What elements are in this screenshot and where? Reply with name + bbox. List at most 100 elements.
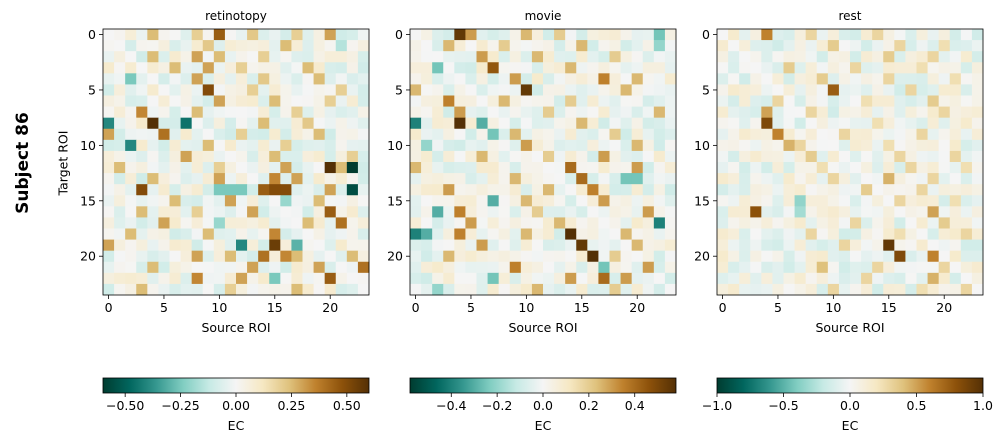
heatmap-cell xyxy=(291,250,303,263)
heatmap-cell xyxy=(180,62,193,74)
heatmap-cell xyxy=(158,173,170,185)
heatmap-cell xyxy=(302,195,314,207)
heatmap-cell xyxy=(465,128,477,141)
heatmap-cell xyxy=(631,184,644,196)
heatmap-cell xyxy=(509,73,522,85)
heatmap-cell xyxy=(103,29,115,41)
heatmap-cell xyxy=(783,139,795,152)
heatmap-cell xyxy=(598,40,610,52)
heatmap-cell xyxy=(465,184,477,196)
heatmap-cell xyxy=(180,128,193,141)
heatmap-cell xyxy=(169,239,181,252)
heatmap-cell xyxy=(543,239,555,252)
heatmap-cell xyxy=(850,162,862,174)
heatmap-cell xyxy=(147,195,159,207)
heatmap-cell xyxy=(794,206,807,218)
heatmap-cell xyxy=(938,84,951,96)
heatmap-cell xyxy=(125,62,137,74)
heatmap-cell xyxy=(158,117,170,130)
heatmap-cell xyxy=(258,29,270,41)
heatmap-cell xyxy=(642,117,655,130)
heatmap-cell xyxy=(576,150,588,163)
heatmap-cell xyxy=(476,206,488,218)
heatmap-cell xyxy=(783,250,795,263)
heatmap-cell xyxy=(335,162,348,174)
heatmap-cell xyxy=(180,195,193,207)
heatmap-cell xyxy=(357,173,370,185)
heatmap-cell xyxy=(894,184,906,196)
heatmap-cell xyxy=(509,272,522,285)
heatmap-cell xyxy=(520,51,533,63)
heatmap-cell xyxy=(520,40,533,52)
heatmap-cell xyxy=(960,95,973,107)
heatmap-cell xyxy=(136,162,148,174)
heatmap-cell xyxy=(269,95,281,107)
heatmap-cell xyxy=(509,128,522,141)
heatmap-cell xyxy=(543,283,555,296)
heatmap-cell xyxy=(576,184,588,196)
heatmap-cell xyxy=(465,51,477,63)
heatmap-cell xyxy=(509,29,522,41)
heatmap-cell xyxy=(772,73,784,85)
heatmap-cell xyxy=(487,62,500,74)
heatmap-cell xyxy=(949,150,962,163)
heatmap-cell xyxy=(280,73,292,85)
heatmap-cell xyxy=(191,239,204,252)
heatmap-cell xyxy=(498,40,511,52)
heatmap-cell xyxy=(520,117,533,130)
heatmap-cell xyxy=(258,128,270,141)
heatmap-cell xyxy=(653,51,666,63)
heatmap-cell xyxy=(960,228,973,240)
heatmap-cell xyxy=(202,40,215,52)
heatmap-cell xyxy=(114,29,126,41)
heatmap-cell xyxy=(894,95,906,107)
heatmap-cell xyxy=(465,283,477,296)
heatmap-cell xyxy=(158,150,170,163)
heatmap-cell xyxy=(664,139,677,152)
heatmap-cell xyxy=(280,217,292,229)
heatmap-cell xyxy=(357,51,370,63)
heatmap-cell xyxy=(631,150,644,163)
heatmap-cell xyxy=(783,117,795,130)
heatmap-cell xyxy=(739,128,751,141)
heatmap-cell xyxy=(838,239,851,252)
heatmap-cell xyxy=(346,117,359,130)
heatmap-cell xyxy=(125,139,137,152)
heatmap-cell xyxy=(850,239,862,252)
heatmap-cell xyxy=(949,195,962,207)
heatmap-cell xyxy=(410,117,422,130)
heatmap-cell xyxy=(202,228,215,240)
heatmap-cell xyxy=(905,206,917,218)
heatmap-cell xyxy=(520,139,533,152)
heatmap-cell xyxy=(565,128,577,141)
heatmap-cell xyxy=(739,40,751,52)
heatmap-cell xyxy=(454,173,466,185)
heatmap-cell xyxy=(971,195,984,207)
colorbar xyxy=(102,377,370,394)
heatmap-cell xyxy=(717,73,729,85)
heatmap-cell xyxy=(543,40,555,52)
heatmap-cell xyxy=(794,51,807,63)
heatmap-cell xyxy=(114,62,126,74)
heatmap-cell xyxy=(410,173,422,185)
heatmap-cell xyxy=(598,62,610,74)
heatmap-cell xyxy=(125,73,137,85)
heatmap-cell xyxy=(872,261,884,274)
heatmap-cell xyxy=(280,173,292,185)
heatmap-cell xyxy=(960,239,973,252)
heatmap-cell xyxy=(576,261,588,274)
heatmap-cell xyxy=(631,95,644,107)
heatmap-cell xyxy=(728,84,740,96)
heatmap-cell xyxy=(202,184,215,196)
heatmap-cell xyxy=(883,51,895,63)
heatmap-cell xyxy=(587,217,599,229)
heatmap-cell xyxy=(905,29,917,41)
heatmap-cell xyxy=(717,173,729,185)
heatmap-cell xyxy=(827,217,840,229)
heatmap-cell xyxy=(938,139,951,152)
heatmap-cell xyxy=(213,261,226,274)
heatmap-cell xyxy=(169,272,181,285)
heatmap-cell xyxy=(509,62,522,74)
heatmap-cell xyxy=(850,217,862,229)
heatmap-cell xyxy=(783,84,795,96)
